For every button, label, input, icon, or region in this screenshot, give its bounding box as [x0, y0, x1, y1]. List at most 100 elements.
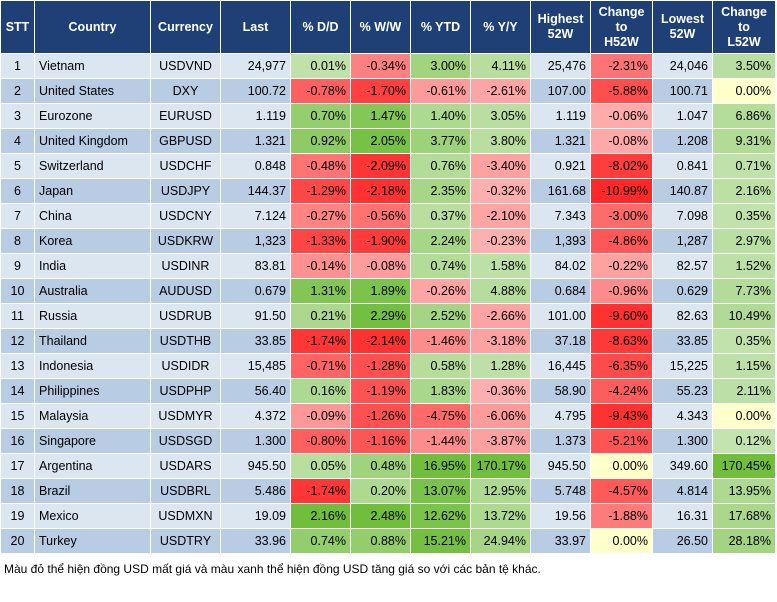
- table-cell: 6: [0, 178, 35, 204]
- table-cell: 2.29%: [350, 303, 411, 329]
- table-cell: United Kingdom: [34, 128, 151, 154]
- table-row: 1 Vietnam USDVND 24,977 0.01% -0.34% 3.00% 4.11…: [0, 53, 776, 79]
- table-cell: 1.15%: [712, 353, 776, 379]
- table-cell: 0.35%: [712, 328, 776, 354]
- table-cell: 19.09: [220, 503, 291, 529]
- table-cell: USDKRW: [150, 228, 221, 254]
- table-cell: DXY: [150, 78, 221, 104]
- table-cell: 1.28%: [470, 353, 531, 379]
- table-cell: 2.52%: [410, 303, 471, 329]
- table-cell: 19: [0, 503, 35, 529]
- table-cell: 2: [0, 78, 35, 104]
- table-cell: 8: [0, 228, 35, 254]
- table-cell: 25,476: [530, 53, 591, 79]
- table-row: 15 Malaysia USDMYR 4.372 -0.09% -1.26% -4.75% -…: [0, 403, 776, 429]
- table-cell: 4.814: [652, 478, 713, 504]
- table-cell: -1.19%: [350, 378, 411, 404]
- table-cell: 1.40%: [410, 103, 471, 129]
- table-cell: 4.795: [530, 403, 591, 429]
- table-cell: 3.50%: [712, 53, 776, 79]
- column-header: Last: [220, 0, 291, 54]
- table-row: 11 Russia USDRUB 91.50 0.21% 2.29% 2.52% -2.66%…: [0, 303, 776, 329]
- column-header: STT: [0, 0, 35, 54]
- table-cell: GBPUSD: [150, 128, 221, 154]
- table-cell: 4: [0, 128, 35, 154]
- column-header: Currency: [150, 0, 221, 54]
- table-cell: 0.00%: [590, 528, 653, 554]
- table-cell: 4.11%: [470, 53, 531, 79]
- table-cell: 82.63: [652, 303, 713, 329]
- table-cell: Argentina: [34, 453, 151, 479]
- table-cell: 16.95%: [410, 453, 471, 479]
- table-cell: 6.86%: [712, 103, 776, 129]
- table-cell: -0.80%: [290, 428, 351, 454]
- table-cell: 2.24%: [410, 228, 471, 254]
- table-cell: USDBRL: [150, 478, 221, 504]
- table-cell: Korea: [34, 228, 151, 254]
- column-header: % W/W: [350, 0, 411, 54]
- table-cell: 83.81: [220, 253, 291, 279]
- table-cell: 0.05%: [290, 453, 351, 479]
- table-cell: Philippines: [34, 378, 151, 404]
- column-header: Highest 52W: [530, 0, 591, 54]
- table-cell: -0.56%: [350, 203, 411, 229]
- table-cell: USDPHP: [150, 378, 221, 404]
- table-cell: 0.684: [530, 278, 591, 304]
- table-cell: 161.68: [530, 178, 591, 204]
- column-header: % D/D: [290, 0, 351, 54]
- table-cell: 2.48%: [350, 503, 411, 529]
- table-cell: 1: [0, 53, 35, 79]
- table-cell: 12: [0, 328, 35, 354]
- table-cell: USDTHB: [150, 328, 221, 354]
- table-cell: USDARS: [150, 453, 221, 479]
- table-cell: -3.00%: [590, 203, 653, 229]
- table-cell: Eurozone: [34, 103, 151, 129]
- table-cell: 17.68%: [712, 503, 776, 529]
- table-cell: 0.629: [652, 278, 713, 304]
- table-cell: -1.44%: [410, 428, 471, 454]
- table-cell: -0.32%: [470, 178, 531, 204]
- table-cell: 1.321: [530, 128, 591, 154]
- table-cell: -4.86%: [590, 228, 653, 254]
- table-row: 19 Mexico USDMXN 19.09 2.16% 2.48% 12.62% 13.72…: [0, 503, 776, 529]
- table-cell: Brazil: [34, 478, 151, 504]
- table-cell: Switzerland: [34, 153, 151, 179]
- table-cell: 101.00: [530, 303, 591, 329]
- table-cell: 33.96: [220, 528, 291, 554]
- table-cell: 2.16%: [290, 503, 351, 529]
- table-cell: 0.841: [652, 153, 713, 179]
- table-cell: 0.679: [220, 278, 291, 304]
- table-cell: 16,445: [530, 353, 591, 379]
- table-cell: 0.848: [220, 153, 291, 179]
- table-cell: -0.23%: [470, 228, 531, 254]
- table-cell: 13.72%: [470, 503, 531, 529]
- table-cell: -0.61%: [410, 78, 471, 104]
- table-row: 4 United Kingdom GBPUSD 1.321 0.92% 2.05% 3.77…: [0, 128, 776, 154]
- table-cell: 100.71: [652, 78, 713, 104]
- table-cell: -1.70%: [350, 78, 411, 104]
- table-row: 17 Argentina USDARS 945.50 0.05% 0.48% 16.95% 1…: [0, 453, 776, 479]
- table-cell: 0.01%: [290, 53, 351, 79]
- table-cell: -1.29%: [290, 178, 351, 204]
- table-cell: 5: [0, 153, 35, 179]
- table-cell: Mexico: [34, 503, 151, 529]
- table-cell: 7.73%: [712, 278, 776, 304]
- table-cell: 1.47%: [350, 103, 411, 129]
- table-cell: 5.486: [220, 478, 291, 504]
- table-cell: -1.46%: [410, 328, 471, 354]
- table-cell: -0.14%: [290, 253, 351, 279]
- table-cell: 15,485: [220, 353, 291, 379]
- table-cell: 0.16%: [290, 378, 351, 404]
- table-cell: 107.00: [530, 78, 591, 104]
- table-cell: -0.36%: [470, 378, 531, 404]
- table-cell: -8.02%: [590, 153, 653, 179]
- table-cell: 2.97%: [712, 228, 776, 254]
- table-cell: USDMXN: [150, 503, 221, 529]
- table-cell: 0.21%: [290, 303, 351, 329]
- table-cell: 1.31%: [290, 278, 351, 304]
- table-cell: 1.58%: [470, 253, 531, 279]
- table-cell: -0.27%: [290, 203, 351, 229]
- table-cell: -0.48%: [290, 153, 351, 179]
- table-cell: 56.40: [220, 378, 291, 404]
